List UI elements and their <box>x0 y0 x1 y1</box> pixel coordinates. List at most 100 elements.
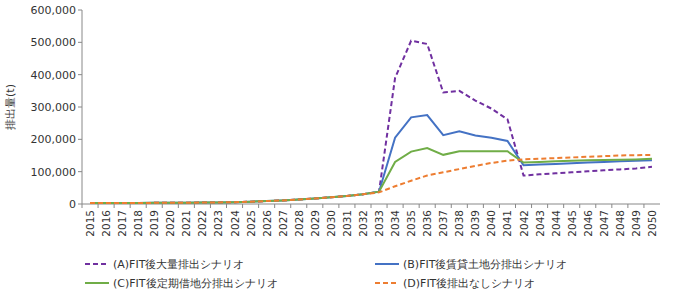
x-tick <box>387 204 388 208</box>
x-tick-label: 2022 <box>196 210 208 237</box>
x-tick-label: 2020 <box>164 210 176 237</box>
x-tick-label: 2027 <box>277 210 289 237</box>
x-tick <box>547 204 548 208</box>
y-tick-label: 400,000 <box>31 69 77 82</box>
x-tick <box>274 204 275 208</box>
x-tick <box>515 204 516 208</box>
x-tick <box>627 204 628 208</box>
x-tick <box>354 204 355 208</box>
x-tick <box>563 204 564 208</box>
x-tick-label: 2024 <box>229 210 241 237</box>
series-line <box>90 115 652 203</box>
x-tick <box>226 204 227 208</box>
x-tick <box>371 204 372 208</box>
x-tick-label: 2025 <box>245 210 257 237</box>
x-tick-label: 2044 <box>550 210 562 237</box>
x-tick-label: 2045 <box>566 210 578 237</box>
x-tick <box>595 204 596 208</box>
legend-label: (A)FIT後大量排出シナリオ <box>113 258 244 271</box>
x-tick-label: 2029 <box>309 210 321 237</box>
x-tick-label: 2033 <box>373 210 385 237</box>
x-tick <box>467 204 468 208</box>
y-tick <box>78 10 82 11</box>
y-tick <box>78 204 82 205</box>
legend-swatch <box>375 263 399 265</box>
x-tick <box>451 204 452 208</box>
x-tick <box>435 204 436 208</box>
y-axis <box>82 10 83 204</box>
x-tick <box>178 204 179 208</box>
x-tick-label: 2021 <box>180 210 192 237</box>
series-line <box>90 155 652 203</box>
x-tick-label: 2041 <box>501 210 513 237</box>
x-tick <box>82 204 83 208</box>
x-tick <box>499 204 500 208</box>
x-tick <box>483 204 484 208</box>
x-tick <box>162 204 163 208</box>
x-tick-label: 2047 <box>598 210 610 237</box>
y-tick <box>78 74 82 75</box>
x-tick <box>322 204 323 208</box>
x-tick-label: 2015 <box>84 210 96 237</box>
x-tick-label: 2017 <box>116 210 128 237</box>
x-tick <box>419 204 420 208</box>
x-tick-label: 2050 <box>646 210 658 237</box>
y-tick-label: 500,000 <box>31 36 77 49</box>
x-tick-label: 2030 <box>325 210 337 237</box>
x-tick-label: 2019 <box>148 210 160 237</box>
x-tick-label: 2023 <box>212 210 224 237</box>
x-tick <box>194 204 195 208</box>
legend-swatch <box>85 282 109 284</box>
x-tick-label: 2028 <box>293 210 305 237</box>
x-tick <box>114 204 115 208</box>
x-tick-label: 2037 <box>437 210 449 237</box>
x-tick <box>210 204 211 208</box>
legend-label: (B)FIT後賃貸土地分排出シナリオ <box>403 258 567 271</box>
x-tick-label: 2039 <box>469 210 481 237</box>
x-tick-label: 2036 <box>421 210 433 237</box>
x-tick-label: 2018 <box>132 210 144 237</box>
x-tick <box>338 204 339 208</box>
x-tick <box>643 204 644 208</box>
x-tick <box>130 204 131 208</box>
x-tick-label: 2042 <box>518 210 530 237</box>
series-line <box>90 41 652 203</box>
x-tick <box>146 204 147 208</box>
y-tick <box>78 42 82 43</box>
x-tick <box>98 204 99 208</box>
y-tick <box>78 171 82 172</box>
y-tick-label: 300,000 <box>31 101 77 114</box>
x-tick-label: 2026 <box>261 210 273 237</box>
x-tick-label: 2034 <box>389 210 401 237</box>
legend-swatch <box>85 263 109 265</box>
series-line <box>90 148 652 203</box>
x-tick <box>242 204 243 208</box>
y-tick <box>78 107 82 108</box>
y-tick-label: 600,000 <box>31 4 77 17</box>
y-tick-label: 100,000 <box>31 166 77 179</box>
x-tick-label: 2032 <box>357 210 369 237</box>
x-tick <box>579 204 580 208</box>
chart: 0 100,000 200,000 300,000 400,000 500,000 600,… <box>0 0 676 292</box>
legend-label: (D)FIT後排出なしシナリオ <box>403 277 535 290</box>
x-tick-label: 2031 <box>341 210 353 237</box>
y-tick <box>78 139 82 140</box>
x-tick <box>403 204 404 208</box>
plot-area <box>90 41 652 203</box>
x-tick-label: 2035 <box>405 210 417 237</box>
legend-label: (C)FIT後定期借地分排出シナリオ <box>113 277 278 290</box>
y-tick-label: 0 <box>69 198 76 211</box>
x-tick <box>290 204 291 208</box>
x-tick-label: 2048 <box>614 210 626 237</box>
x-tick <box>306 204 307 208</box>
x-tick <box>258 204 259 208</box>
x-tick-label: 2049 <box>630 210 642 237</box>
x-tick-label: 2016 <box>100 210 112 237</box>
legend-swatch <box>375 282 399 284</box>
x-tick-label: 2046 <box>582 210 594 237</box>
y-tick-label: 200,000 <box>31 133 77 146</box>
x-tick-label: 2038 <box>453 210 465 237</box>
x-tick-label: 2040 <box>485 210 497 237</box>
x-tick-label: 2043 <box>534 210 546 237</box>
x-tick <box>531 204 532 208</box>
